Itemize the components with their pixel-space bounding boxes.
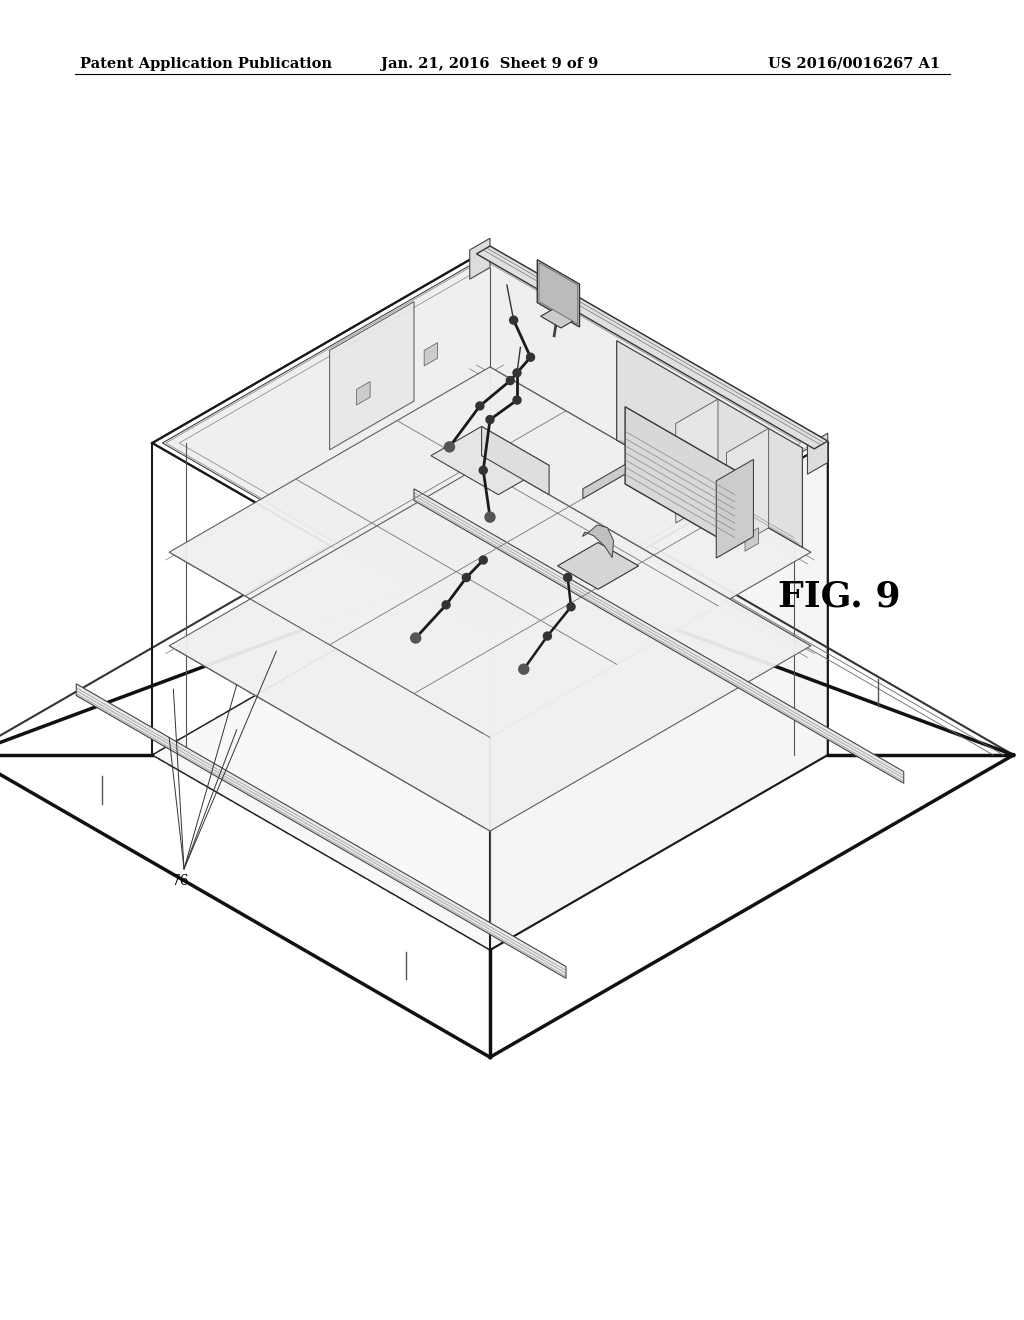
- Polygon shape: [625, 407, 735, 548]
- Circle shape: [567, 603, 575, 611]
- Polygon shape: [76, 684, 566, 978]
- Polygon shape: [356, 381, 370, 405]
- Circle shape: [510, 317, 518, 325]
- Polygon shape: [539, 263, 578, 323]
- Polygon shape: [490, 248, 827, 755]
- Circle shape: [519, 664, 528, 675]
- Polygon shape: [541, 309, 574, 327]
- Circle shape: [444, 442, 455, 451]
- Text: FIG. 9: FIG. 9: [778, 579, 901, 614]
- Polygon shape: [470, 238, 490, 280]
- Circle shape: [442, 601, 451, 609]
- Polygon shape: [330, 302, 414, 450]
- Circle shape: [485, 512, 495, 523]
- Polygon shape: [557, 543, 639, 589]
- Polygon shape: [616, 341, 803, 548]
- Polygon shape: [490, 444, 827, 950]
- Circle shape: [463, 574, 470, 582]
- Polygon shape: [153, 248, 827, 638]
- Polygon shape: [169, 367, 811, 738]
- Polygon shape: [153, 560, 827, 950]
- Polygon shape: [169, 461, 811, 832]
- Circle shape: [526, 354, 535, 362]
- Polygon shape: [745, 528, 759, 552]
- Polygon shape: [163, 253, 817, 632]
- Polygon shape: [716, 459, 754, 558]
- Polygon shape: [676, 399, 718, 523]
- Circle shape: [513, 396, 521, 404]
- Circle shape: [476, 403, 484, 411]
- Polygon shape: [414, 488, 904, 783]
- Polygon shape: [476, 246, 827, 449]
- Circle shape: [411, 634, 421, 643]
- Polygon shape: [481, 426, 549, 495]
- Circle shape: [563, 574, 571, 582]
- Text: Jan. 21, 2016  Sheet 9 of 9: Jan. 21, 2016 Sheet 9 of 9: [381, 57, 599, 71]
- Text: 76: 76: [172, 874, 189, 888]
- Circle shape: [479, 556, 487, 564]
- Polygon shape: [431, 426, 549, 495]
- Text: US 2016/0016267 A1: US 2016/0016267 A1: [768, 57, 940, 71]
- Polygon shape: [583, 465, 625, 499]
- Circle shape: [479, 466, 487, 474]
- Circle shape: [544, 632, 551, 640]
- Polygon shape: [808, 433, 827, 474]
- Polygon shape: [726, 429, 769, 552]
- Text: Patent Application Publication: Patent Application Publication: [80, 57, 332, 71]
- Circle shape: [506, 376, 514, 384]
- Circle shape: [486, 416, 494, 424]
- Polygon shape: [424, 343, 437, 366]
- Polygon shape: [538, 260, 580, 327]
- Polygon shape: [583, 525, 613, 557]
- Circle shape: [513, 368, 521, 376]
- Polygon shape: [490, 246, 827, 453]
